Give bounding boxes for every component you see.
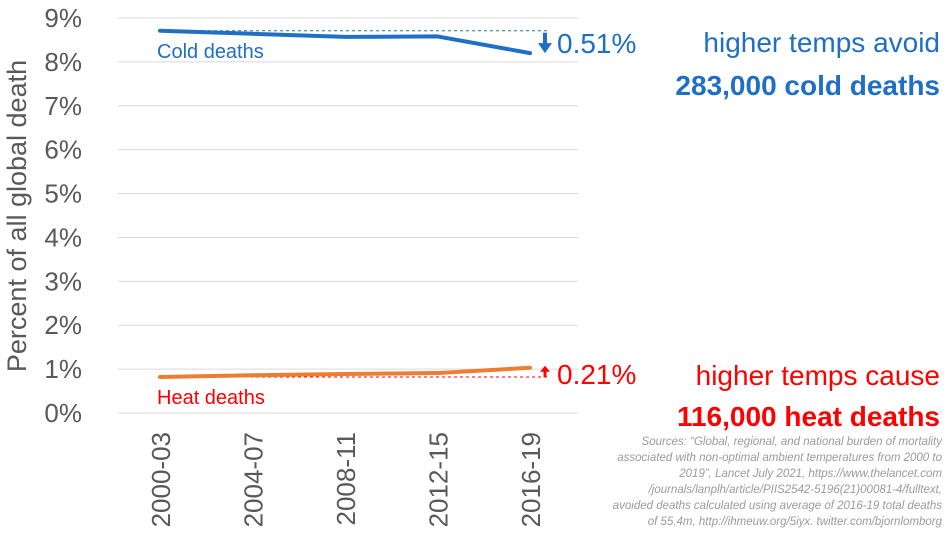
series-labels: Cold deaths Heat deaths: [157, 41, 265, 409]
series-lines: [158, 28, 532, 380]
heat-delta-label: 0.21%: [557, 359, 636, 390]
source-line: /journals/lanplh/article/PIIS2542-5196(2…: [648, 484, 942, 496]
y-tick-label: 6%: [44, 135, 82, 165]
cold-deaths-label: Cold deaths: [157, 41, 264, 63]
cold-callout-line1: higher temps avoid: [703, 27, 940, 58]
heat-callout-line2: 116,000 heat deaths: [677, 401, 940, 432]
source-note: Sources: “Global, regional, and national…: [542, 434, 942, 530]
x-tick-label: 2004-07: [239, 432, 269, 527]
source-line: associated with non-optimal ambient temp…: [617, 452, 942, 464]
x-axis-ticks: 2000-03 2004-07 2008-11 2012-15 2016-19: [146, 432, 546, 527]
source-line: Sources: “Global, regional, and national…: [641, 436, 942, 448]
reference-lines: [160, 30, 548, 378]
x-tick-label: 2000-03: [146, 432, 176, 527]
cold-callout-line2: 283,000 cold deaths: [675, 70, 940, 101]
cold-delta-label: 0.51%: [557, 28, 636, 59]
y-tick-label: 2%: [44, 310, 82, 340]
x-tick-label: 2012-15: [424, 432, 454, 527]
heat-deaths-label: Heat deaths: [157, 387, 265, 409]
heat-deaths-line: [158, 365, 532, 380]
gridlines: [118, 17, 578, 414]
x-tick-label: 2016-19: [516, 432, 546, 527]
y-tick-label: 4%: [44, 222, 82, 252]
heat-callout-line1: higher temps cause: [696, 360, 940, 391]
delta-arrows: [538, 32, 552, 378]
y-tick-label: 8%: [44, 47, 82, 77]
cold-delta-arrow-head: [538, 43, 552, 54]
y-tick-label: 5%: [44, 179, 82, 209]
y-tick-label: 7%: [44, 91, 82, 121]
x-tick-label: 2008-11: [331, 432, 361, 526]
source-line: avoided deaths calculated using average …: [612, 500, 942, 512]
y-tick-label: 1%: [44, 354, 82, 384]
y-axis-label: Percent of all global death: [2, 60, 32, 372]
source-line: 2019”, Lancet July 2021, https://www.the…: [679, 468, 942, 480]
source-line: of 55.4m, http://ihmeuw.org/5iyx. twitte…: [647, 516, 942, 528]
cold-deaths-line: [158, 28, 532, 56]
heat-delta-arrow-head: [540, 365, 550, 372]
y-tick-label: 0%: [44, 398, 82, 428]
y-tick-label: 3%: [44, 266, 82, 296]
y-axis-ticks: 0% 1% 2% 3% 4% 5% 6% 7% 8% 9%: [44, 3, 82, 428]
y-tick-label: 9%: [44, 3, 82, 33]
